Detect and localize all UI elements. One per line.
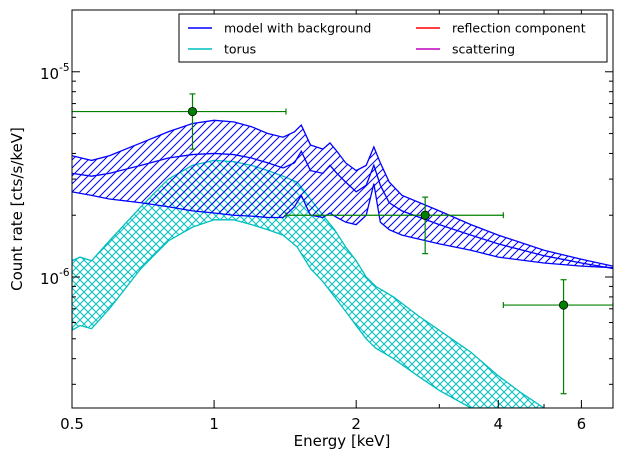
model-with-background-model-line <box>72 149 613 270</box>
legend: model with background torus reflection com… <box>178 13 608 63</box>
data-point-0 <box>187 106 198 117</box>
y-tick-label-exponent: -5 <box>59 62 69 74</box>
x-axis-label: Energy [keV] <box>294 432 391 450</box>
torus-band <box>72 160 545 408</box>
x-tick-labels: 0.5 1 2 4 6 <box>60 415 586 433</box>
plot-frame <box>71 9 614 409</box>
x-tick-label-4: 6 <box>577 415 587 433</box>
series-layer <box>72 119 613 408</box>
model-with-background-band <box>72 120 613 268</box>
y-tick-label-0: 10-6 <box>40 267 70 288</box>
x-tick-label-3: 4 <box>494 415 504 433</box>
legend-label-3: scattering <box>452 42 515 57</box>
legend-label-1: torus <box>224 42 256 57</box>
data-points-layer <box>72 93 613 395</box>
x-tick-label-2: 2 <box>351 415 361 433</box>
legend-label-2: reflection component <box>452 21 586 36</box>
legend-label-0: model with background <box>224 21 371 36</box>
x-tick-label-1: 1 <box>209 415 219 433</box>
data-point-1 <box>420 210 430 220</box>
model-with-background-upper-line <box>72 119 613 267</box>
y-tick-label-1: 10-5 <box>40 62 70 83</box>
torus-lower-line <box>72 219 545 408</box>
x-tick-label-0: 0.5 <box>60 415 84 433</box>
y-tick-labels: 10-6 10-5 <box>40 62 70 288</box>
y-axis-label: Count rate [cts/s/keV] <box>8 127 26 291</box>
legend-box <box>178 13 608 63</box>
y-tick-label-exponent: -6 <box>59 267 70 279</box>
data-point-2 <box>558 300 569 310</box>
